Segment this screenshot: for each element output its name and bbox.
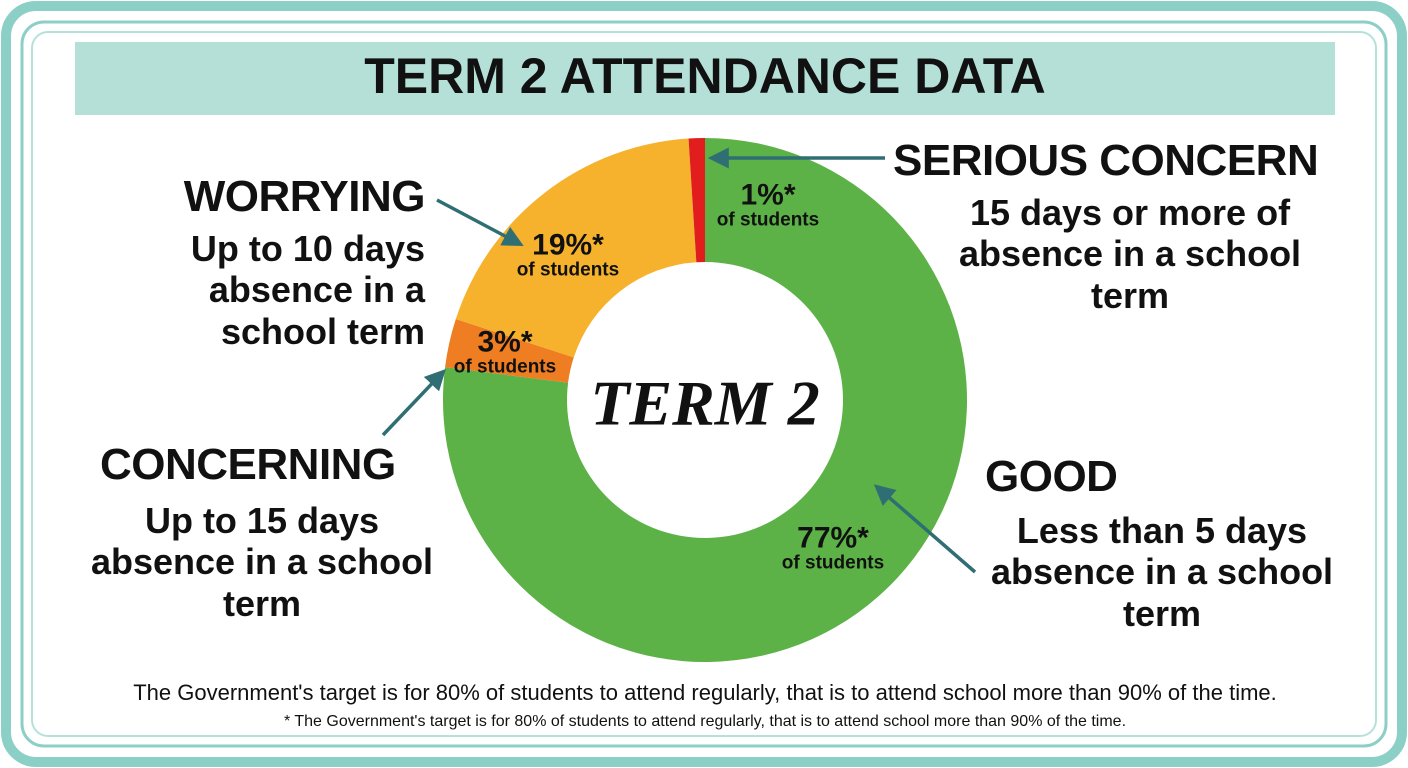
note: The Government's target is for 80% of st… (133, 680, 1277, 705)
description-line: term (1090, 274, 1170, 316)
value-label: 19%* of students (516, 228, 620, 281)
description-line: 15 days or more of (969, 192, 1291, 233)
category-label: GOOD (985, 452, 1118, 501)
value-label: 1%* of students (716, 178, 820, 231)
slice (445, 319, 574, 383)
value-text: 1%* (740, 178, 796, 212)
description-line: absence in a school (90, 541, 434, 583)
arrow (873, 484, 977, 574)
category-label: CONCERNING (100, 440, 396, 489)
category-description: Up to 10 days absence in a school term (191, 228, 425, 352)
frame-inner (31, 31, 1377, 737)
category-label: WORRYING (183, 172, 426, 221)
description-line: absence in a school (990, 551, 1334, 593)
value-sublabel: of students (716, 209, 820, 231)
category-description: Up to 15 days absence in a school term (91, 500, 433, 624)
value-sublabel: of students (453, 356, 557, 378)
value-text: 77%* (797, 521, 869, 555)
category-description: Less than 5 days absence in a school term (991, 510, 1333, 634)
arrows (381, 147, 977, 574)
slice (455, 138, 697, 358)
description-line: Up to 15 days (144, 500, 380, 541)
arrow (436, 198, 524, 246)
arrow (381, 368, 446, 437)
description-line: Up to 10 days (190, 228, 425, 269)
value-sublabel: of students (781, 552, 885, 574)
description-line: school term (220, 310, 425, 352)
value-text: 19%* (532, 228, 604, 262)
value-label: 3%* of students (453, 325, 557, 378)
description-line: Less than 5 days (1016, 510, 1308, 551)
center-label: TERM 2 (590, 368, 819, 439)
category-description: 15 days or more of absence in a school ter… (959, 192, 1301, 316)
slice (443, 138, 967, 663)
frame-inner (20, 20, 1388, 748)
chart-title: TERM 2 ATTENDANCE DATA (364, 48, 1045, 104)
value-label: 77%* of students (781, 521, 885, 574)
description-line: term (1122, 592, 1202, 634)
footnote: * The Government's target is for 80% of … (284, 713, 1126, 730)
slice (688, 138, 705, 263)
value-text: 3%* (477, 325, 533, 359)
title-bar (75, 42, 1335, 115)
value-sublabel: of students (516, 259, 620, 281)
description-line: term (222, 582, 302, 624)
description-line: absence in a school (958, 233, 1302, 275)
category-label: SERIOUS CONCERN (893, 136, 1319, 185)
description-line: absence in a (208, 269, 425, 311)
